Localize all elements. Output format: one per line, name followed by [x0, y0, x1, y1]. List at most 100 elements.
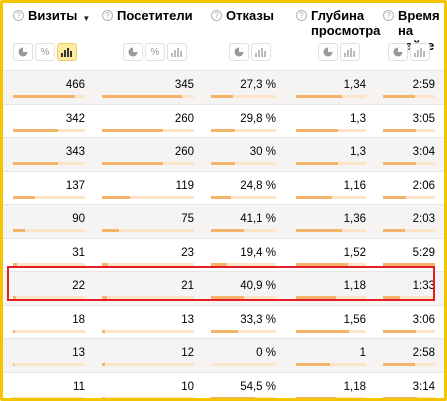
column-header-bounce[interactable]: ? Отказы — [211, 8, 274, 23]
bar-visitors — [102, 262, 194, 266]
bar-fill-bounce — [211, 329, 238, 333]
cell-time: 2:58 — [383, 339, 435, 372]
value-bounce: 40,9 % — [240, 280, 276, 292]
bar-depth — [296, 262, 366, 266]
cell-time: 3:04 — [383, 138, 435, 171]
bar-time — [383, 296, 435, 299]
bar-depth — [296, 128, 366, 132]
percent-toggle[interactable]: % — [35, 43, 55, 61]
value-time: 5:29 — [412, 246, 435, 259]
bar-bounce — [211, 296, 276, 299]
table-row[interactable]: 11 10 54,5 % 1,18 3:14 — [3, 371, 444, 398]
cell-bounce: 54,5 % — [211, 373, 276, 398]
bar-depth — [296, 329, 366, 333]
table-row[interactable]: 466 345 27,3 % 1,34 2:59 — [3, 70, 444, 104]
table-row[interactable]: 342 260 29,8 % 1,3 3:05 — [3, 103, 444, 138]
bar-bounce — [211, 229, 276, 232]
bar-visits — [13, 95, 85, 98]
cell-visitors: 119 — [102, 172, 194, 205]
value-visits: 13 — [72, 347, 85, 359]
bar-bounce — [211, 128, 276, 132]
help-icon[interactable]: ? — [13, 10, 24, 21]
pie-chart-toggle[interactable] — [388, 43, 408, 61]
bar-fill-visits — [13, 128, 59, 132]
column-header-visits[interactable]: ? Визиты ▼ — [13, 8, 90, 26]
bar-chart-toggle[interactable] — [57, 43, 77, 61]
cell-time: 3:14 — [383, 373, 435, 398]
column-title: Посетители — [117, 8, 193, 23]
value-visitors: 10 — [181, 380, 194, 393]
help-icon[interactable]: ? — [211, 10, 222, 21]
value-visitors: 260 — [174, 146, 194, 158]
cell-depth: 1,18 — [296, 272, 366, 305]
value-depth: 1,3 — [350, 112, 366, 125]
bar-fill-bounce — [211, 128, 236, 132]
value-visits: 11 — [73, 380, 85, 393]
cell-bounce: 0 % — [211, 339, 276, 372]
pie-chart-icon — [128, 47, 138, 57]
table-row[interactable]: 31 23 19,4 % 1,52 5:29 — [3, 237, 444, 272]
value-bounce: 54,5 % — [240, 380, 276, 393]
table-row[interactable]: 22 21 40,9 % 1,18 1:33 — [3, 271, 444, 305]
bar-fill-visits — [13, 162, 59, 165]
bar-fill-bounce — [211, 95, 234, 98]
bar-bounce — [211, 95, 276, 98]
bar-fill-visits — [13, 95, 75, 98]
sort-desc-icon[interactable]: ▼ — [82, 14, 91, 23]
cell-depth: 1,16 — [296, 172, 366, 205]
column-title: Отказы — [226, 8, 274, 23]
cell-visitors: 13 — [102, 306, 194, 339]
value-depth: 1,56 — [343, 313, 366, 326]
bar-time — [383, 262, 435, 266]
bar-visits — [13, 329, 85, 333]
cell-bounce: 19,4 % — [211, 239, 276, 272]
column-header-depth[interactable]: ? Глубина просмотра — [296, 8, 380, 38]
value-time: 2:03 — [412, 213, 435, 225]
column-title-line-1: Глубина — [311, 8, 365, 23]
value-visitors: 119 — [175, 179, 194, 192]
bar-chart-toggle[interactable] — [167, 43, 187, 61]
cell-bounce: 30 % — [211, 138, 276, 171]
bar-chart-icon — [171, 48, 182, 57]
help-icon[interactable]: ? — [102, 10, 113, 21]
help-icon[interactable]: ? — [383, 10, 394, 21]
table-row[interactable]: 137 119 24,8 % 1,16 2:06 — [3, 170, 444, 205]
table-row[interactable]: 90 75 41,1 % 1,36 2:03 — [3, 204, 444, 238]
value-bounce: 30 % — [249, 146, 276, 158]
percent-toggle[interactable]: % — [145, 43, 165, 61]
cell-visits: 90 — [13, 205, 85, 238]
bar-fill-time — [383, 128, 417, 132]
column-header-visitors[interactable]: ? Посетители — [102, 8, 193, 23]
value-time: 2:06 — [412, 179, 435, 192]
bar-chart-toggle[interactable] — [340, 43, 360, 61]
bar-fill-visitors — [102, 162, 163, 165]
bar-fill-time — [383, 396, 418, 398]
bar-chart-icon — [61, 48, 72, 57]
bar-time — [383, 162, 435, 165]
value-time: 1:33 — [412, 280, 435, 292]
pie-chart-toggle[interactable] — [13, 43, 33, 61]
table-row[interactable]: 343 260 30 % 1,3 3:04 — [3, 137, 444, 171]
pie-chart-toggle[interactable] — [123, 43, 143, 61]
bar-visits — [13, 128, 85, 132]
value-bounce: 0 % — [256, 347, 276, 359]
bar-bounce — [211, 162, 276, 165]
table-row[interactable]: 13 12 0 % 1 2:58 — [3, 338, 444, 372]
bar-time — [383, 396, 435, 398]
bar-fill-time — [383, 229, 406, 232]
bar-chart-toggle[interactable] — [251, 43, 271, 61]
value-time: 2:58 — [412, 347, 435, 359]
pie-chart-toggle[interactable] — [229, 43, 249, 61]
pie-chart-toggle[interactable] — [318, 43, 338, 61]
bar-fill-visits — [13, 296, 16, 299]
visitors-view-toggles: % — [123, 43, 189, 61]
value-bounce: 19,4 % — [240, 246, 276, 259]
value-visits: 137 — [65, 179, 85, 192]
help-icon[interactable]: ? — [296, 10, 307, 21]
bar-chart-toggle[interactable] — [410, 43, 430, 61]
bar-depth — [296, 195, 366, 199]
cell-visitors: 23 — [102, 239, 194, 272]
bar-fill-visitors — [102, 396, 105, 398]
table-row[interactable]: 18 13 33,3 % 1,56 3:06 — [3, 304, 444, 339]
bar-chart-icon — [344, 48, 355, 57]
